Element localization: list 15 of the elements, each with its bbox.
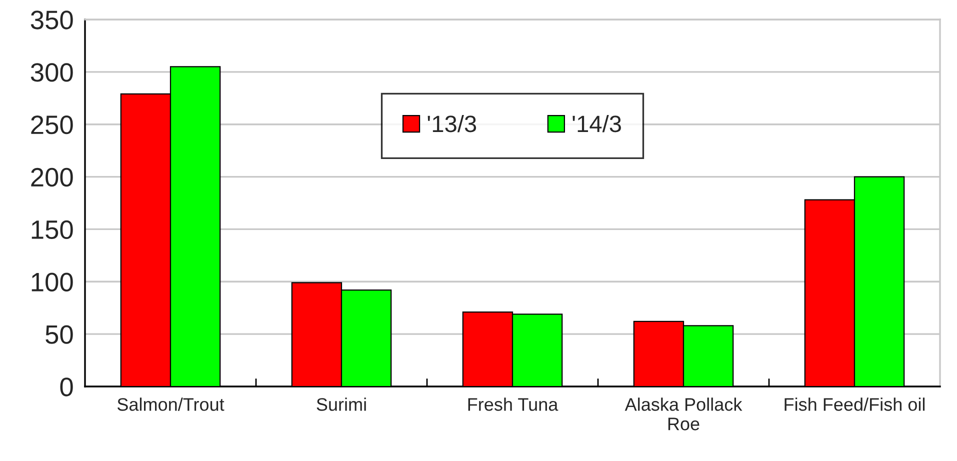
- y-tick-label: 100: [32, 272, 73, 292]
- y-tick-label: 300: [30, 63, 73, 82]
- x-tick-label: Salmon/Trout: [117, 398, 224, 411]
- y-tick-label: 250: [31, 115, 73, 134]
- y-tick-label: 150: [32, 220, 73, 240]
- x-tick-label: Fresh Tuna: [468, 398, 558, 411]
- legend-label: '14/3: [572, 114, 621, 132]
- y-tick-label: 0: [60, 378, 73, 396]
- x-tick-label: Alaska Pollack Roe: [624, 398, 742, 430]
- y-tick-label: 350: [30, 10, 73, 30]
- x-tick-label: Surimi: [316, 398, 366, 411]
- y-tick-label: 50: [46, 325, 73, 344]
- legend-label: '13/3: [428, 114, 476, 132]
- y-tick-label: 200: [31, 168, 73, 187]
- x-tick-label: Fish Feed/Fish oil: [784, 398, 925, 411]
